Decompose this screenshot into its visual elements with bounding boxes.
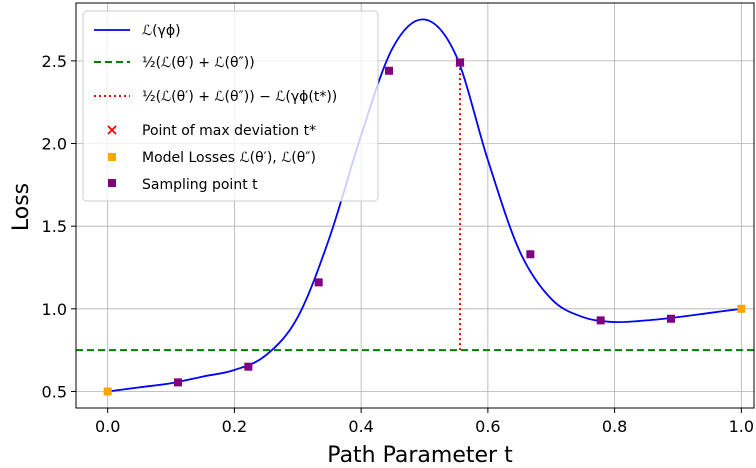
legend-box	[82, 10, 379, 202]
legend-label-loss-curve: ℒ(γϕ)	[142, 23, 181, 39]
x-axis-label: Path Parameter t	[327, 443, 513, 468]
y-tick-label: 1.5	[42, 217, 67, 236]
x-tick-label: 0.0	[95, 417, 120, 436]
y-tick-label: 1.0	[42, 300, 67, 319]
legend-orange-square-icon	[108, 153, 116, 161]
axis-ticks: 0.0 0.2 0.4 0.6 0.8 1.0 0.5 1.0 1.5 2.0 2.5	[42, 52, 755, 436]
plot-frame	[75, 2, 755, 409]
legend-label-sampling-point: Sampling point t	[142, 177, 258, 193]
legend-label-max-point: Point of max deviation t*	[142, 123, 316, 139]
x-tick-label: 0.2	[222, 417, 247, 436]
legend-label-max-deviation: ½(ℒ(θ′) + ℒ(θ″)) − ℒ(γϕ(t*))	[142, 89, 337, 105]
legend-label-model-losses: Model Losses ℒ(θ′), ℒ(θ″)	[142, 150, 316, 166]
sampling-point	[526, 250, 535, 259]
sampling-point	[455, 58, 464, 67]
legend-x-marker-icon	[107, 125, 117, 135]
sampling-point	[244, 362, 253, 371]
x-tick-label: 0.8	[602, 417, 627, 436]
marker-layer	[103, 57, 746, 396]
y-axis-label: Loss	[9, 183, 34, 231]
model-loss-point	[737, 304, 746, 313]
y-tick-label: 0.5	[42, 382, 67, 401]
loss-curve	[107, 18, 742, 393]
sampling-point	[314, 278, 323, 287]
sampling-point	[174, 378, 183, 387]
y-tick-label: 2.0	[42, 135, 67, 154]
sampling-point	[666, 314, 675, 323]
legend: ℒ(γϕ) ½(ℒ(θ′) + ℒ(θ″)) ½(ℒ(θ′) + ℒ(θ″)) …	[82, 10, 379, 202]
x-tick-label: 0.6	[475, 417, 500, 436]
sampling-point	[385, 66, 394, 75]
sampling-point	[596, 316, 605, 325]
legend-purple-square-icon	[108, 179, 116, 187]
x-tick-label: 1.0	[729, 417, 754, 436]
x-tick-label: 0.4	[348, 417, 373, 436]
model-loss-point	[103, 387, 112, 396]
y-tick-label: 2.5	[42, 52, 67, 71]
legend-label-mean-loss: ½(ℒ(θ′) + ℒ(θ″))	[142, 55, 255, 71]
loss-curve-layer	[107, 18, 742, 393]
